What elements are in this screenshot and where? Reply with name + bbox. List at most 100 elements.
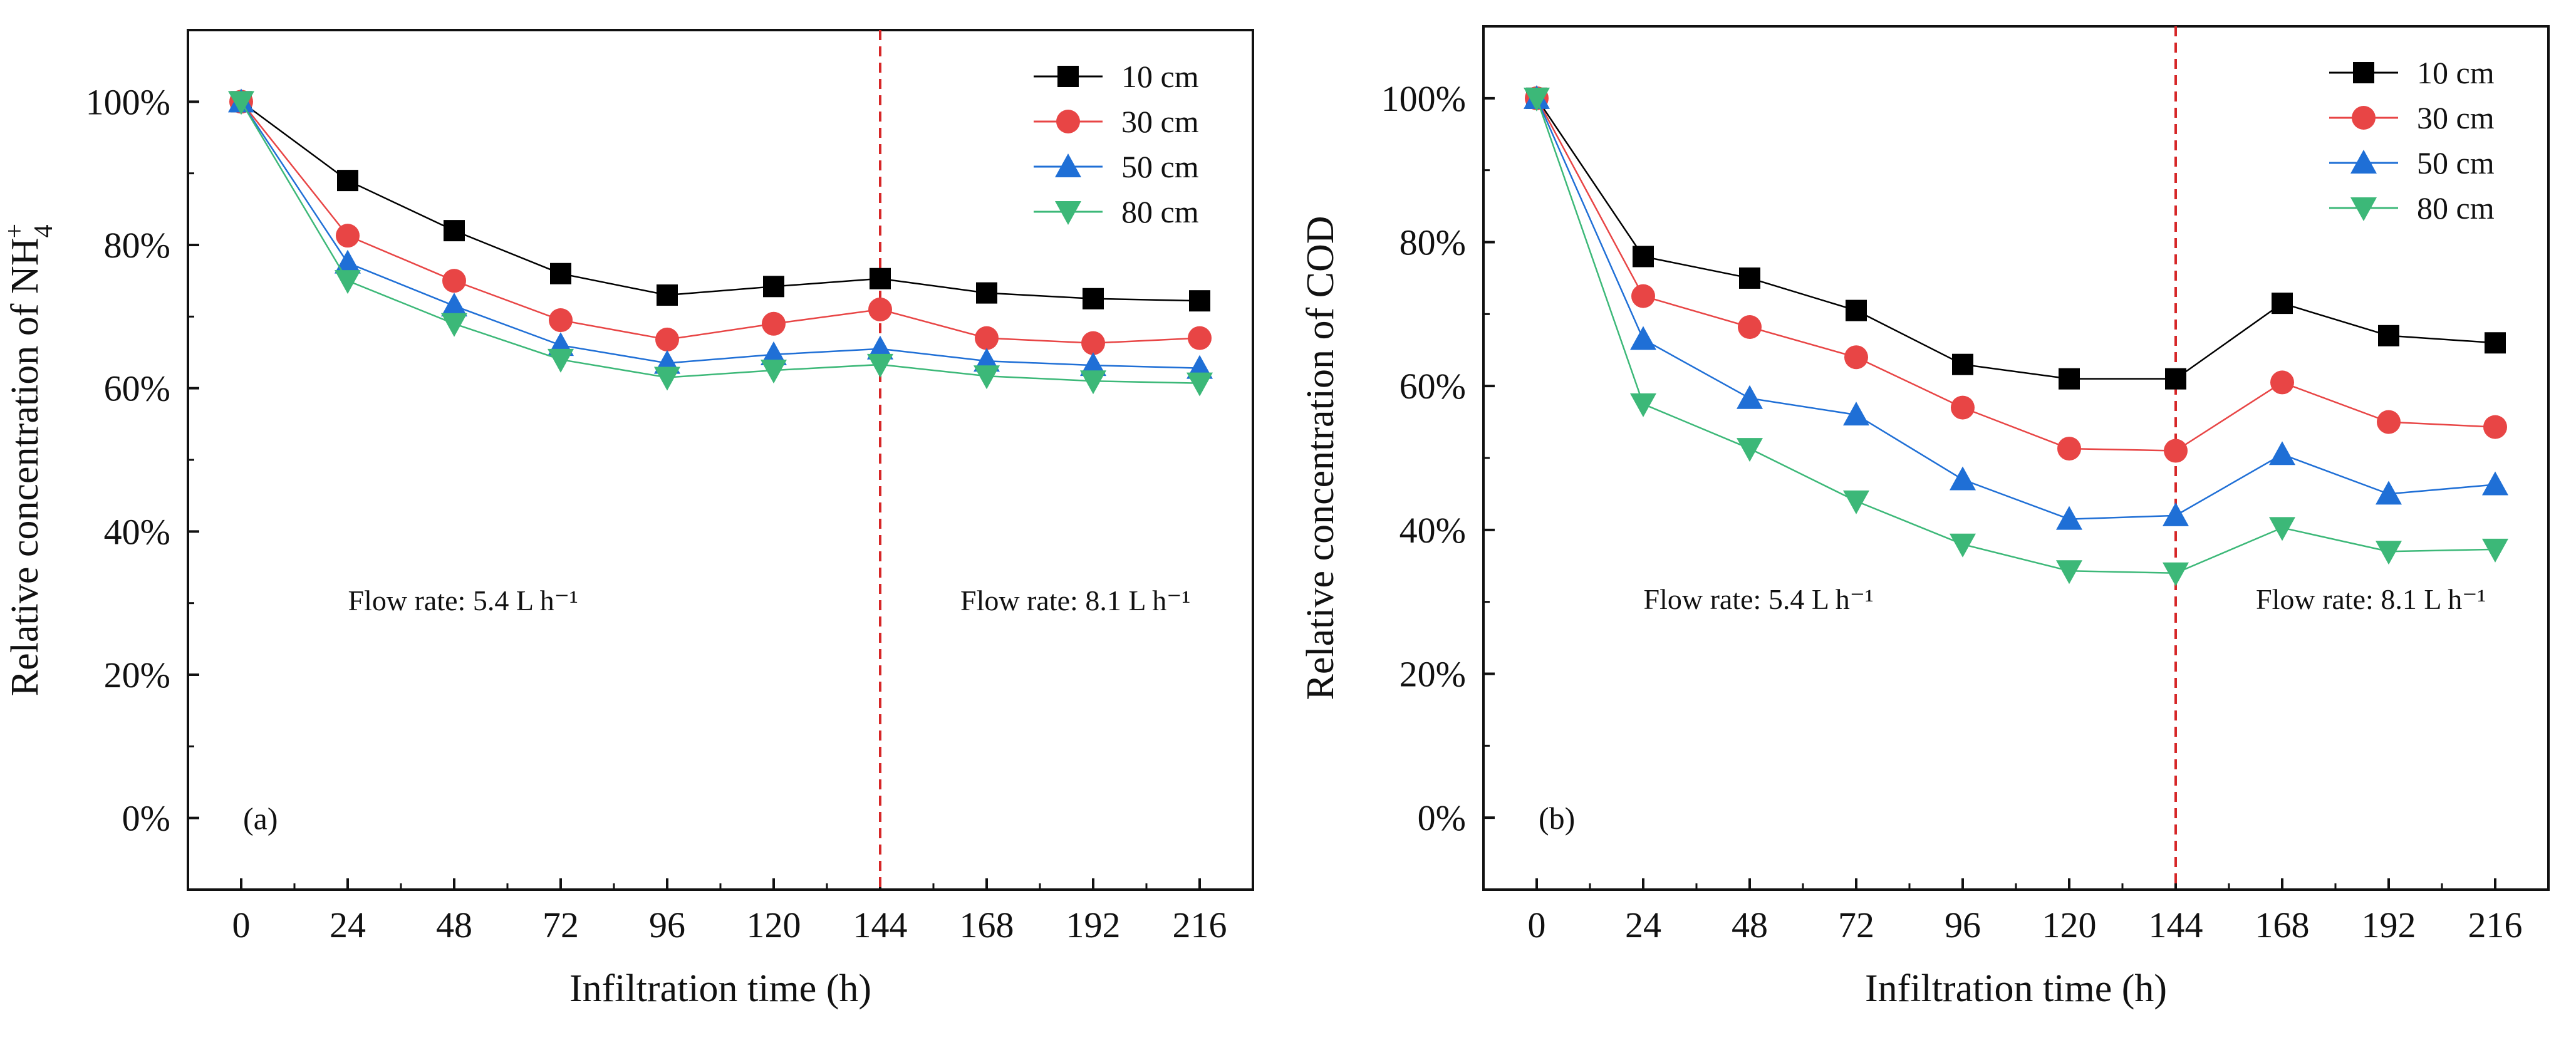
plot-frame: [187, 29, 1254, 891]
legend-marker: [2353, 62, 2374, 83]
data-point: [1631, 284, 1655, 308]
legend-label: 10 cm: [2417, 55, 2495, 90]
series-10-cm: [1526, 87, 2506, 390]
data-point: [1846, 299, 1867, 321]
data-point: [2482, 471, 2508, 496]
flow-rate-annotation-1: Flow rate: 5.4 L h⁻¹: [348, 585, 578, 616]
data-point: [974, 365, 1000, 390]
data-point: [975, 326, 999, 350]
data-point: [655, 327, 679, 351]
data-point: [2056, 560, 2082, 585]
data-point: [2482, 538, 2508, 563]
x-tick-label: 48: [1732, 905, 1768, 945]
legend-item: 10 cm: [1034, 59, 1199, 94]
data-point: [867, 353, 893, 378]
y-axis-title-species: NH: [4, 237, 46, 294]
x-tick-label: 168: [2255, 905, 2310, 945]
y-tick-label: 40%: [104, 511, 170, 552]
data-point: [867, 335, 893, 360]
data-point: [657, 284, 678, 306]
x-tick-label: 168: [960, 905, 1014, 945]
data-point: [1080, 370, 1106, 395]
x-tick-label: 96: [649, 905, 685, 945]
legend-item: 30 cm: [1034, 104, 1199, 139]
data-point: [1630, 393, 1656, 417]
data-point: [1080, 352, 1106, 377]
data-point: [1630, 326, 1656, 350]
x-tick-label: 24: [1625, 905, 1661, 945]
plot-frame: [1482, 25, 2550, 891]
x-tick-label: 72: [1838, 905, 1874, 945]
series-line: [1535, 98, 2496, 380]
legend-marker: [1056, 110, 1080, 133]
x-tick-label: 144: [853, 905, 908, 945]
x-tick-label: 0: [232, 905, 251, 945]
y-tick-label: 80%: [104, 225, 170, 266]
y-tick-label: 60%: [104, 368, 170, 409]
series-line: [1535, 98, 2496, 520]
data-point: [1950, 533, 1976, 558]
x-tick-label: 216: [1173, 905, 1227, 945]
data-point: [1524, 87, 1550, 112]
data-point: [2056, 506, 2082, 530]
chart-panel-b: 0% 20% 40% 60% 80% 100% 0 24 48 72 96 120 144 168 192 2…: [1299, 25, 2550, 1010]
data-point: [1739, 267, 1760, 289]
data-point: [2163, 562, 2189, 586]
y-tick-label: 100%: [1381, 78, 1466, 119]
series-line: [1535, 98, 2496, 452]
x-tick-label: 144: [2149, 905, 2203, 945]
data-point: [335, 270, 361, 294]
legend-label: 10 cm: [1121, 59, 1199, 94]
data-point: [444, 220, 465, 242]
data-point: [2057, 437, 2081, 461]
data-point: [1738, 315, 1762, 340]
data-point: [1081, 331, 1105, 355]
legend-label: 80 cm: [2417, 190, 2495, 226]
panel-label: (a): [243, 801, 278, 836]
data-point: [1843, 402, 1869, 426]
data-point: [1187, 372, 1213, 397]
legend-item: 80 cm: [1034, 194, 1199, 229]
x-tick-label: 120: [2042, 905, 2097, 945]
data-point: [654, 367, 680, 391]
legend-item: 10 cm: [2329, 55, 2495, 90]
data-point: [1950, 466, 1976, 491]
data-point: [1951, 395, 1975, 420]
data-point: [1843, 490, 1869, 514]
data-point: [2165, 368, 2186, 390]
series-line: [240, 101, 1200, 369]
legend-item: 50 cm: [1034, 149, 1199, 184]
flow-rate-annotation-2: Flow rate: 8.1 L h⁻¹: [960, 585, 1190, 616]
y-tick-label: 100%: [86, 81, 170, 122]
x-tick-label: 72: [543, 905, 579, 945]
data-point: [2163, 502, 2189, 526]
y-axis-title: Relative concentration of COD: [1299, 216, 1342, 700]
data-point: [2485, 332, 2506, 354]
data-point: [2377, 410, 2401, 434]
data-point: [550, 263, 571, 284]
data-point: [1844, 345, 1868, 370]
legend-item: 50 cm: [2329, 145, 2495, 180]
legend-label: 50 cm: [2417, 145, 2495, 180]
data-point: [761, 360, 787, 384]
y-tick-label: 60%: [1400, 366, 1466, 407]
series-line: [241, 101, 1200, 344]
data-point: [1633, 246, 1654, 268]
data-point: [442, 269, 466, 293]
data-point: [2376, 481, 2402, 505]
x-axis-title: Infiltration time (h): [1865, 967, 2167, 1010]
x-tick-label: 216: [2468, 905, 2523, 945]
y-axis-title-superscript: +: [1, 224, 29, 239]
x-tick-label: 120: [747, 905, 801, 945]
x-tick-label: 192: [1066, 905, 1121, 945]
y-axis-title-subscript: 4: [29, 224, 58, 237]
data-point: [1737, 385, 1763, 409]
flow-rate-annotation-2: Flow rate: 8.1 L h⁻¹: [2256, 583, 2486, 615]
data-point: [441, 293, 467, 317]
legend-label: 30 cm: [2417, 100, 2495, 135]
data-point: [2272, 293, 2293, 315]
y-axis-title: Relative concentration of NH4+: [1, 224, 58, 696]
data-point: [1083, 288, 1104, 309]
x-tick-label: 192: [2362, 905, 2416, 945]
